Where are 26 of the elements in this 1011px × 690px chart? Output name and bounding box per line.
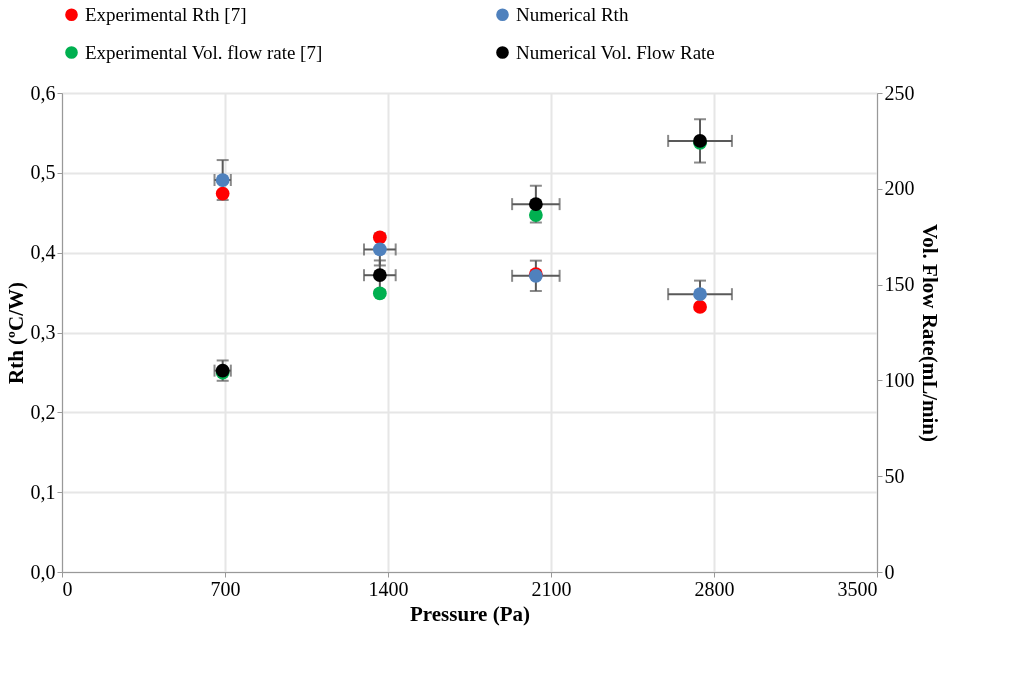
y2-tick-label: 100 [884, 368, 915, 391]
x-tick-label: 700 [210, 577, 241, 600]
x-axis-title: Pressure (Pa) [410, 601, 530, 626]
x-tick-label: 1400 [368, 577, 409, 600]
x-tick-label: 0 [62, 577, 73, 600]
y-tick-label: 0,5 [30, 161, 56, 184]
y2-tick-label: 0 [884, 560, 895, 583]
y-tick-label: 0,0 [30, 560, 56, 583]
x-tick-label: 2800 [694, 577, 735, 600]
y-tick-label: 0,3 [30, 321, 56, 343]
y-tick-label: 0,2 [30, 400, 56, 423]
y2-tick-label: 150 [884, 273, 915, 296]
x-tick-label: 2100 [531, 577, 572, 600]
legend-label: Experimental Vol. flow rate [7] [85, 41, 323, 63]
legend-label: Numerical Rth [516, 3, 629, 25]
x-tick-label: 3500 [837, 577, 878, 600]
y-tick-label: 0,1 [30, 480, 56, 503]
y2-tick-label: 250 [884, 81, 915, 104]
y2-tick-label: 50 [884, 464, 905, 487]
y2-tick-label: 200 [884, 177, 915, 200]
legend-label: Experimental Rth [7] [85, 3, 247, 25]
legend-label: Numerical Vol. Flow Rate [516, 41, 715, 63]
y2-axis-title: Vol. Flow Rate(mL/min) [917, 224, 942, 442]
y-tick-label: 0,4 [30, 241, 56, 264]
y-axis-title: Rth (ºC/W) [3, 281, 28, 385]
y-tick-label: 0,6 [30, 81, 56, 104]
